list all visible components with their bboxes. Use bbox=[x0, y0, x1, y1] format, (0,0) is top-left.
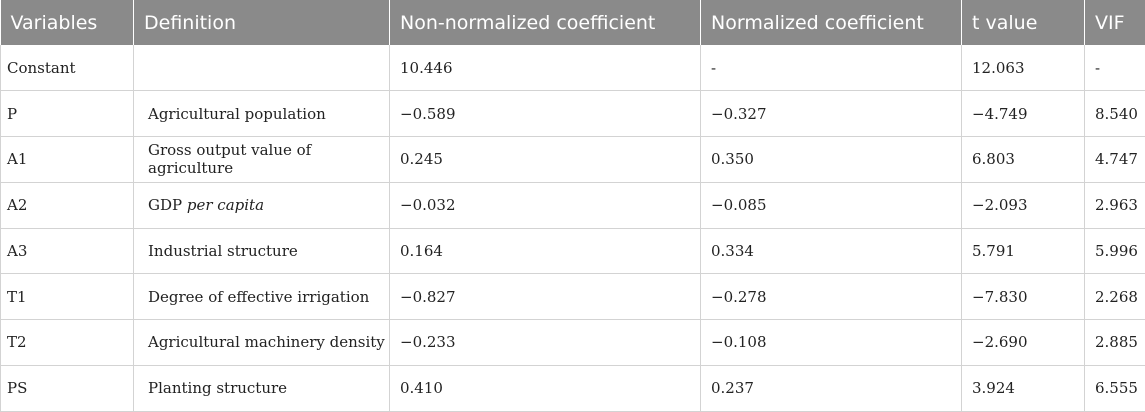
cell-normalized: −0.278 bbox=[701, 274, 962, 320]
cell-normalized: −0.085 bbox=[701, 182, 962, 228]
cell-t-value: 12.063 bbox=[962, 45, 1085, 91]
cell-t-value: −4.749 bbox=[962, 91, 1085, 137]
cell-non-normalized: 0.410 bbox=[390, 365, 701, 411]
cell-non-normalized: −0.827 bbox=[390, 274, 701, 320]
cell-normalized: 0.334 bbox=[701, 228, 962, 274]
cell-t-value: −2.690 bbox=[962, 320, 1085, 366]
cell-vif: 2.963 bbox=[1085, 182, 1145, 228]
header-definition: Definition bbox=[134, 0, 390, 45]
cell-variable: A2 bbox=[1, 182, 134, 228]
table-row: PS Planting structure 0.410 0.237 3.924 … bbox=[1, 365, 1145, 411]
cell-normalized: 0.237 bbox=[701, 365, 962, 411]
cell-definition: Industrial structure bbox=[134, 228, 390, 274]
cell-normalized: −0.108 bbox=[701, 320, 962, 366]
table-row: T1 Degree of effective irrigation −0.827… bbox=[1, 274, 1145, 320]
cell-variable: P bbox=[1, 91, 134, 137]
cell-t-value: 6.803 bbox=[962, 137, 1085, 183]
cell-variable: A1 bbox=[1, 137, 134, 183]
cell-normalized: 0.350 bbox=[701, 137, 962, 183]
table-row: A1 Gross output value of agriculture 0.2… bbox=[1, 137, 1145, 183]
cell-definition bbox=[134, 45, 390, 91]
cell-non-normalized: −0.589 bbox=[390, 91, 701, 137]
cell-normalized: −0.327 bbox=[701, 91, 962, 137]
cell-t-value: 3.924 bbox=[962, 365, 1085, 411]
definition-italic: per capita bbox=[187, 196, 264, 214]
cell-definition: Planting structure bbox=[134, 365, 390, 411]
cell-vif: - bbox=[1085, 45, 1145, 91]
cell-definition: GDP per capita bbox=[134, 182, 390, 228]
header-normalized-coefficient: Normalized coefficient bbox=[701, 0, 962, 45]
cell-vif: 4.747 bbox=[1085, 137, 1145, 183]
cell-t-value: 5.791 bbox=[962, 228, 1085, 274]
header-non-normalized-coefficient: Non-normalized coefficient bbox=[390, 0, 701, 45]
cell-t-value: −7.830 bbox=[962, 274, 1085, 320]
table-row: T2 Agricultural machinery density −0.233… bbox=[1, 320, 1145, 366]
definition-prefix: GDP bbox=[148, 196, 187, 214]
cell-variable: PS bbox=[1, 365, 134, 411]
cell-non-normalized: −0.233 bbox=[390, 320, 701, 366]
header-variables: Variables bbox=[1, 0, 134, 45]
table-row: Constant 10.446 - 12.063 - bbox=[1, 45, 1145, 91]
cell-non-normalized: 0.245 bbox=[390, 137, 701, 183]
cell-definition: Agricultural machinery density bbox=[134, 320, 390, 366]
cell-vif: 2.885 bbox=[1085, 320, 1145, 366]
cell-definition: Agricultural population bbox=[134, 91, 390, 137]
cell-vif: 2.268 bbox=[1085, 274, 1145, 320]
header-t-value: t value bbox=[962, 0, 1085, 45]
cell-non-normalized: 0.164 bbox=[390, 228, 701, 274]
header-vif: VIF bbox=[1085, 0, 1145, 45]
cell-t-value: −2.093 bbox=[962, 182, 1085, 228]
cell-variable: T2 bbox=[1, 320, 134, 366]
cell-non-normalized: 10.446 bbox=[390, 45, 701, 91]
header-row: Variables Definition Non-normalized coef… bbox=[1, 0, 1145, 45]
cell-variable: Constant bbox=[1, 45, 134, 91]
table-row: A3 Industrial structure 0.164 0.334 5.79… bbox=[1, 228, 1145, 274]
cell-definition: Gross output value of agriculture bbox=[134, 137, 390, 183]
cell-definition: Degree of effective irrigation bbox=[134, 274, 390, 320]
table-row: A2 GDP per capita −0.032 −0.085 −2.093 2… bbox=[1, 182, 1145, 228]
cell-variable: A3 bbox=[1, 228, 134, 274]
cell-vif: 5.996 bbox=[1085, 228, 1145, 274]
cell-normalized: - bbox=[701, 45, 962, 91]
cell-non-normalized: −0.032 bbox=[390, 182, 701, 228]
cell-vif: 8.540 bbox=[1085, 91, 1145, 137]
cell-vif: 6.555 bbox=[1085, 365, 1145, 411]
table-row: P Agricultural population −0.589 −0.327 … bbox=[1, 91, 1145, 137]
cell-variable: T1 bbox=[1, 274, 134, 320]
